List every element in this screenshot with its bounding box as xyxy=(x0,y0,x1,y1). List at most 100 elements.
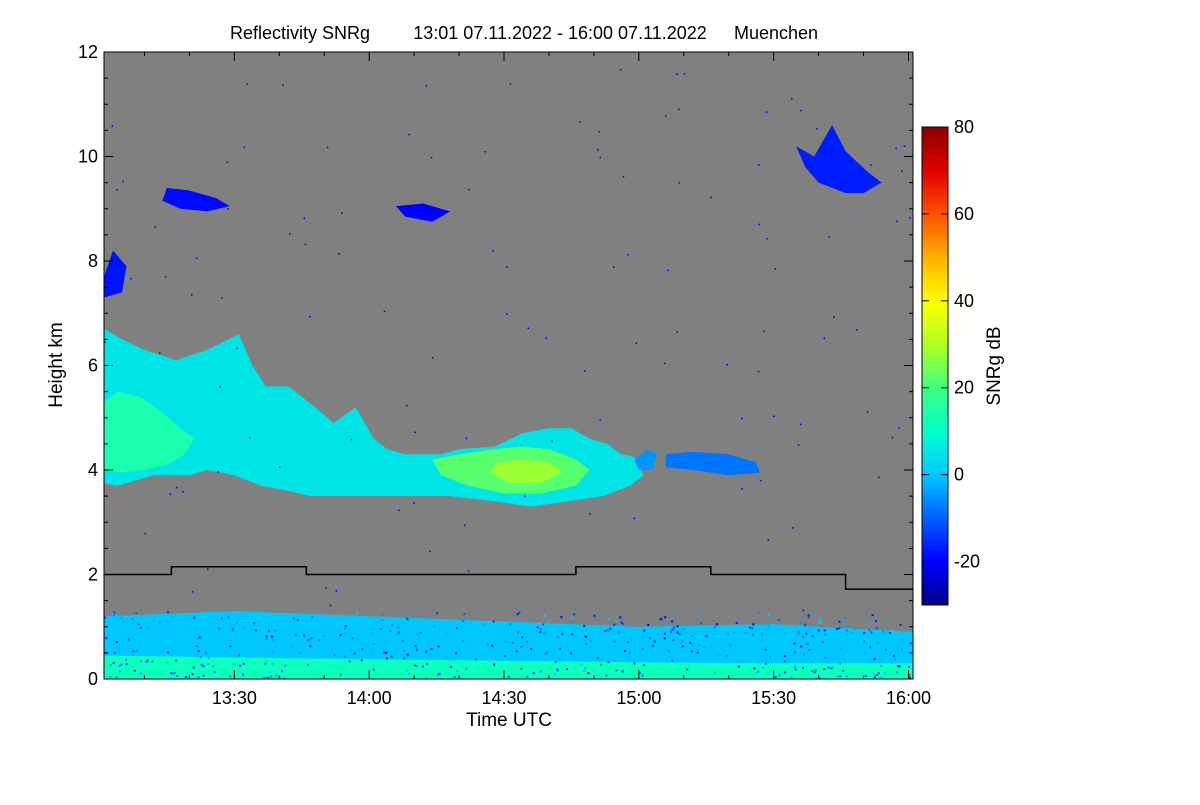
speckle xyxy=(327,643,330,646)
speckle xyxy=(864,652,867,655)
speckle xyxy=(270,675,273,678)
speckle xyxy=(414,645,417,648)
speckle xyxy=(242,614,245,617)
speckle-layer xyxy=(104,69,912,679)
speckle xyxy=(726,363,728,366)
speckle xyxy=(892,654,895,657)
echo-cirrus-right xyxy=(796,125,882,194)
speckle xyxy=(373,642,376,645)
speckle xyxy=(613,640,616,643)
echo-trailing-patch xyxy=(665,451,761,476)
speckle xyxy=(445,633,448,636)
speckle xyxy=(691,644,694,647)
speckle xyxy=(539,628,542,630)
speckle xyxy=(361,647,364,650)
speckle xyxy=(445,656,448,659)
speckle xyxy=(329,604,332,607)
speckle xyxy=(170,616,173,618)
speckle xyxy=(191,591,194,593)
speckle xyxy=(195,645,198,647)
speckle xyxy=(212,665,215,668)
speckle xyxy=(397,631,400,634)
speckle xyxy=(641,674,644,677)
speckle xyxy=(657,647,660,650)
speckle xyxy=(372,668,375,671)
speckle xyxy=(898,427,900,429)
speckle xyxy=(556,635,559,638)
speckle xyxy=(676,625,679,628)
speckle xyxy=(885,649,888,652)
speckle xyxy=(192,666,195,669)
speckle xyxy=(760,479,762,482)
speckle xyxy=(425,85,428,87)
speckle xyxy=(690,650,693,653)
speckle xyxy=(753,667,756,670)
speckle xyxy=(823,668,826,671)
speckle xyxy=(868,621,871,624)
speckle xyxy=(814,669,817,672)
speckle xyxy=(683,73,686,75)
speckle xyxy=(144,532,146,535)
speckle xyxy=(909,642,912,645)
speckle xyxy=(195,257,198,259)
speckle xyxy=(819,621,822,624)
speckle xyxy=(653,640,656,643)
speckle xyxy=(146,626,149,629)
echo-core-upper-left xyxy=(104,391,194,473)
speckle xyxy=(309,315,311,318)
speckle xyxy=(807,614,810,616)
speckle xyxy=(430,156,433,159)
speckle xyxy=(166,651,169,654)
speckle xyxy=(838,627,841,630)
speckle xyxy=(463,613,466,616)
speckle xyxy=(883,672,886,675)
speckle xyxy=(530,647,533,650)
speckle xyxy=(269,652,272,655)
speckle xyxy=(413,664,416,667)
speckle xyxy=(430,647,433,650)
speckle xyxy=(545,337,548,339)
speckle xyxy=(676,331,678,333)
speckle xyxy=(623,659,626,662)
speckle xyxy=(752,623,755,626)
speckle xyxy=(221,297,223,299)
speckle xyxy=(764,648,767,651)
speckle xyxy=(714,625,716,628)
speckle xyxy=(199,656,202,659)
speckle xyxy=(573,613,576,616)
x-axis: 13:30 14:00 14:30 15:00 15:30 16:00 xyxy=(143,52,931,708)
speckle xyxy=(127,638,130,641)
speckle xyxy=(458,645,461,648)
speckle xyxy=(691,635,694,638)
speckle xyxy=(265,637,268,640)
speckle xyxy=(382,633,385,636)
speckle xyxy=(491,644,494,647)
speckle xyxy=(344,627,346,630)
speckle xyxy=(827,666,830,669)
speckle xyxy=(300,648,303,650)
speckle xyxy=(381,619,384,621)
speckle xyxy=(622,622,625,625)
speckle xyxy=(120,617,123,619)
speckle xyxy=(268,629,270,632)
speckle xyxy=(461,626,464,629)
speckle xyxy=(139,626,142,629)
speckle xyxy=(436,612,439,615)
colorbar-tick-label: -20 xyxy=(954,552,980,572)
speckle xyxy=(850,174,852,177)
speckle xyxy=(649,637,651,640)
speckle xyxy=(299,652,302,655)
speckle xyxy=(207,568,209,570)
speckle xyxy=(348,660,351,663)
speckle xyxy=(122,620,125,623)
speckle xyxy=(167,611,169,614)
colorbar-tick-label: 40 xyxy=(954,291,974,311)
speckle xyxy=(903,145,906,147)
speckle xyxy=(415,665,418,667)
speckle xyxy=(304,243,307,246)
speckle xyxy=(213,671,216,673)
y-tick-label: 6 xyxy=(88,356,98,376)
speckle xyxy=(784,671,787,674)
speckle xyxy=(727,640,729,643)
